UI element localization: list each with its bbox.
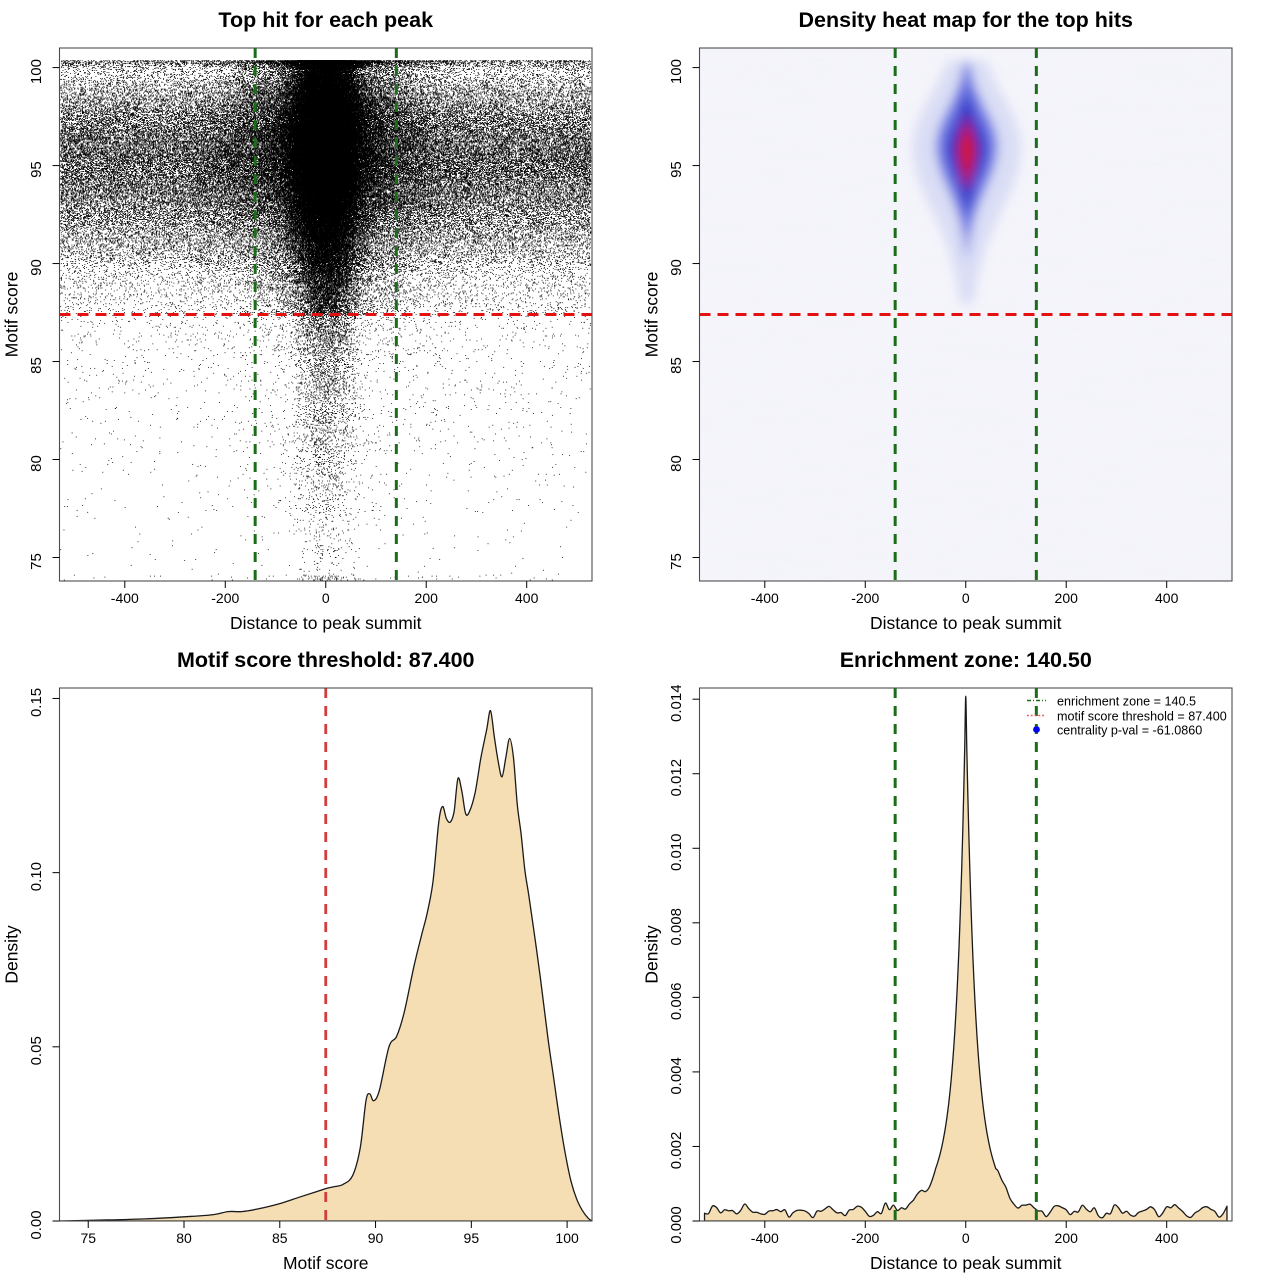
svg-text:80: 80 bbox=[176, 1230, 192, 1246]
svg-text:0.008: 0.008 bbox=[668, 908, 685, 946]
svg-text:200: 200 bbox=[415, 590, 439, 606]
svg-text:95: 95 bbox=[668, 161, 685, 178]
svg-text:enrichment zone = 140.5: enrichment zone = 140.5 bbox=[1057, 695, 1196, 709]
svg-text:85: 85 bbox=[668, 357, 685, 374]
svg-text:0.15: 0.15 bbox=[28, 688, 45, 717]
svg-text:100: 100 bbox=[555, 1230, 579, 1246]
svg-text:0.05: 0.05 bbox=[28, 1036, 45, 1065]
svg-text:85: 85 bbox=[28, 357, 45, 374]
svg-text:0.010: 0.010 bbox=[668, 833, 685, 871]
svg-text:100: 100 bbox=[28, 59, 45, 84]
svg-text:90: 90 bbox=[668, 259, 685, 276]
svg-text:90: 90 bbox=[368, 1230, 384, 1246]
svg-text:0.012: 0.012 bbox=[668, 759, 685, 797]
svg-text:80: 80 bbox=[28, 455, 45, 472]
svg-text:75: 75 bbox=[28, 553, 45, 570]
svg-text:0: 0 bbox=[322, 590, 330, 606]
svg-text:Density: Density bbox=[642, 925, 662, 984]
svg-text:Motif score threshold: 87.400: Motif score threshold: 87.400 bbox=[177, 648, 475, 672]
svg-text:-200: -200 bbox=[211, 590, 239, 606]
svg-text:-400: -400 bbox=[751, 590, 779, 606]
svg-text:400: 400 bbox=[515, 590, 539, 606]
svg-text:95: 95 bbox=[28, 161, 45, 178]
svg-text:90: 90 bbox=[28, 259, 45, 276]
svg-text:-200: -200 bbox=[851, 1230, 879, 1246]
svg-text:80: 80 bbox=[668, 455, 685, 472]
svg-text:0.10: 0.10 bbox=[28, 862, 45, 891]
svg-text:Enrichment zone: 140.50: Enrichment zone: 140.50 bbox=[840, 648, 1092, 672]
svg-text:Density: Density bbox=[2, 925, 22, 984]
svg-text:400: 400 bbox=[1155, 590, 1179, 606]
svg-text:Top hit for each peak: Top hit for each peak bbox=[218, 8, 433, 32]
svg-text:centrality p-val = -61.0860: centrality p-val = -61.0860 bbox=[1057, 724, 1202, 738]
svg-text:Distance to peak summit: Distance to peak summit bbox=[230, 613, 422, 633]
svg-text:0.002: 0.002 bbox=[668, 1132, 685, 1170]
svg-text:0.006: 0.006 bbox=[668, 983, 685, 1021]
svg-text:-400: -400 bbox=[751, 1230, 779, 1246]
svg-text:0: 0 bbox=[962, 1230, 970, 1246]
svg-text:85: 85 bbox=[272, 1230, 288, 1246]
svg-text:75: 75 bbox=[668, 553, 685, 570]
svg-text:Motif score: Motif score bbox=[2, 272, 22, 358]
svg-text:200: 200 bbox=[1055, 590, 1079, 606]
svg-text:400: 400 bbox=[1155, 1230, 1179, 1246]
svg-text:Motif score: Motif score bbox=[283, 1253, 369, 1273]
svg-text:0.00: 0.00 bbox=[28, 1210, 45, 1239]
svg-text:Distance to peak summit: Distance to peak summit bbox=[870, 613, 1062, 633]
svg-text:-200: -200 bbox=[851, 590, 879, 606]
svg-text:Density heat map for the top h: Density heat map for the top hits bbox=[799, 8, 1134, 32]
svg-text:0.004: 0.004 bbox=[668, 1057, 685, 1095]
svg-text:75: 75 bbox=[80, 1230, 96, 1246]
svg-text:0.000: 0.000 bbox=[668, 1206, 685, 1244]
svg-text:0: 0 bbox=[962, 590, 970, 606]
svg-text:100: 100 bbox=[668, 59, 685, 84]
svg-text:95: 95 bbox=[464, 1230, 480, 1246]
svg-text:Distance to peak summit: Distance to peak summit bbox=[870, 1253, 1062, 1273]
svg-text:Motif score: Motif score bbox=[642, 272, 662, 358]
svg-text:200: 200 bbox=[1055, 1230, 1079, 1246]
svg-text:-400: -400 bbox=[111, 590, 139, 606]
svg-text:0.014: 0.014 bbox=[668, 684, 685, 722]
svg-text:motif score threshold = 87.400: motif score threshold = 87.400 bbox=[1057, 710, 1227, 724]
